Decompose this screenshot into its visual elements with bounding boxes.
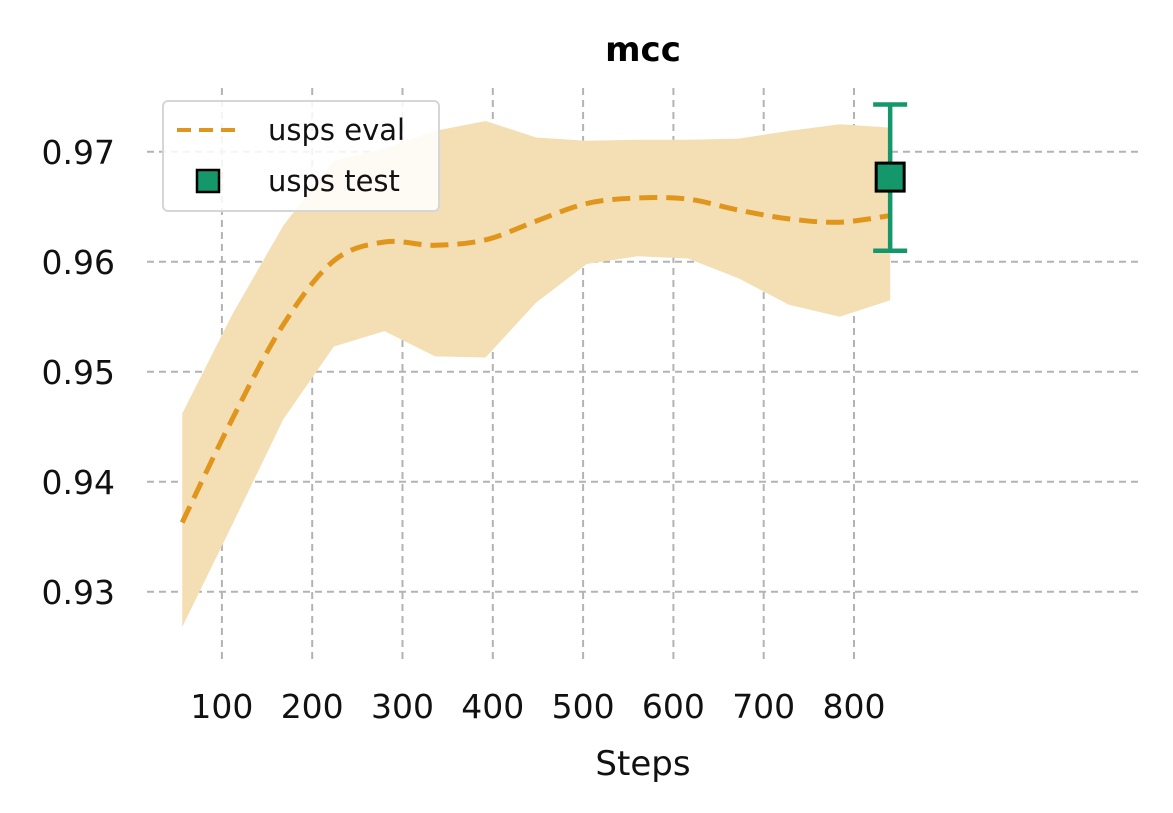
- x-tick-label-700: 700: [732, 687, 795, 726]
- x-tick-label-400: 400: [461, 687, 524, 726]
- legend: usps eval usps test: [162, 100, 440, 212]
- x-tick-label-300: 300: [371, 687, 434, 726]
- y-tick-label-0.93: 0.93: [42, 573, 115, 612]
- legend-swatch-usps-test: [195, 168, 221, 194]
- legend-label-usps-eval: usps eval: [268, 113, 405, 147]
- y-tick-label-0.94: 0.94: [42, 463, 115, 502]
- x-tick-label-100: 100: [190, 687, 253, 726]
- chart-title: mcc: [605, 30, 681, 70]
- x-axis-title: Steps: [595, 744, 690, 784]
- x-tick-label-500: 500: [552, 687, 615, 726]
- x-tick-label-600: 600: [642, 687, 705, 726]
- grid: [147, 88, 1143, 660]
- x-tick-label-200: 200: [281, 687, 344, 726]
- y-tick-label-0.95: 0.95: [42, 353, 115, 392]
- test-marker-layer: [873, 102, 908, 254]
- series-line-layer: [179, 195, 891, 524]
- y-tick-label-0.96: 0.96: [42, 243, 115, 282]
- x-tick-labels: 100 200 300 400 500 600 700 800: [190, 687, 885, 726]
- marker-usps-test: [874, 161, 906, 193]
- series-line-usps-eval: [179, 195, 891, 524]
- legend-label-usps-test: usps test: [268, 164, 400, 198]
- y-tick-label-0.97: 0.97: [42, 133, 115, 172]
- y-tick-labels: 0.93 0.94 0.95 0.96 0.97: [42, 133, 115, 612]
- x-tick-label-800: 800: [823, 687, 886, 726]
